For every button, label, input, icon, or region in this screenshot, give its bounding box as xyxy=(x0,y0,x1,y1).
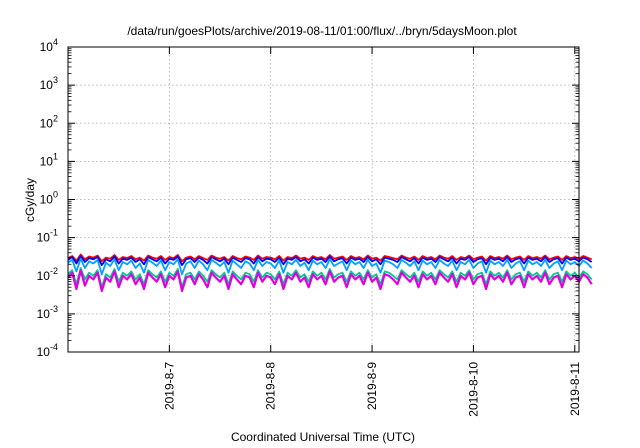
x-tick-label: 2019-8-11 xyxy=(568,362,582,416)
x-axis-label: Coordinated Universal Time (UTC) xyxy=(231,430,415,444)
y-tick-label: 100 xyxy=(40,190,58,207)
y-tick-label: 10-1 xyxy=(37,228,58,245)
y-tick-label: 10-3 xyxy=(37,304,58,321)
x-tick-label: 2019-8-7 xyxy=(162,362,176,410)
y-tick-label: 10-2 xyxy=(37,266,58,283)
y-axis-label: cGy/day xyxy=(23,178,37,222)
x-axis-ticks: 2019-8-7 2019-8-8 2019-8-9 2019-8-10 2019-8-… xyxy=(162,47,582,417)
x-tick-label: 2019-8-9 xyxy=(365,362,379,410)
y-tick-label: 104 xyxy=(40,37,58,54)
y-tick-label: 101 xyxy=(40,151,58,168)
y-axis-ticks: 10-4 10-3 10-2 10-1 100 101 102 103 104 xyxy=(37,37,579,359)
grid-lines xyxy=(68,47,579,352)
series-line-1 xyxy=(67,253,593,263)
chart-title: /data/run/goesPlots/archive/2019-08-11/0… xyxy=(127,24,517,38)
series-line-3 xyxy=(67,257,593,276)
y-tick-label: 102 xyxy=(40,113,58,130)
series-layer xyxy=(67,253,593,292)
y-tick-label: 103 xyxy=(40,75,58,92)
x-tick-label: 2019-8-8 xyxy=(264,362,278,410)
series-line-5 xyxy=(67,269,593,292)
x-tick-label: 2019-8-10 xyxy=(466,362,480,417)
y-tick-label: 10-4 xyxy=(37,342,58,359)
series-line-4 xyxy=(67,267,593,289)
series-line-2 xyxy=(67,255,593,267)
